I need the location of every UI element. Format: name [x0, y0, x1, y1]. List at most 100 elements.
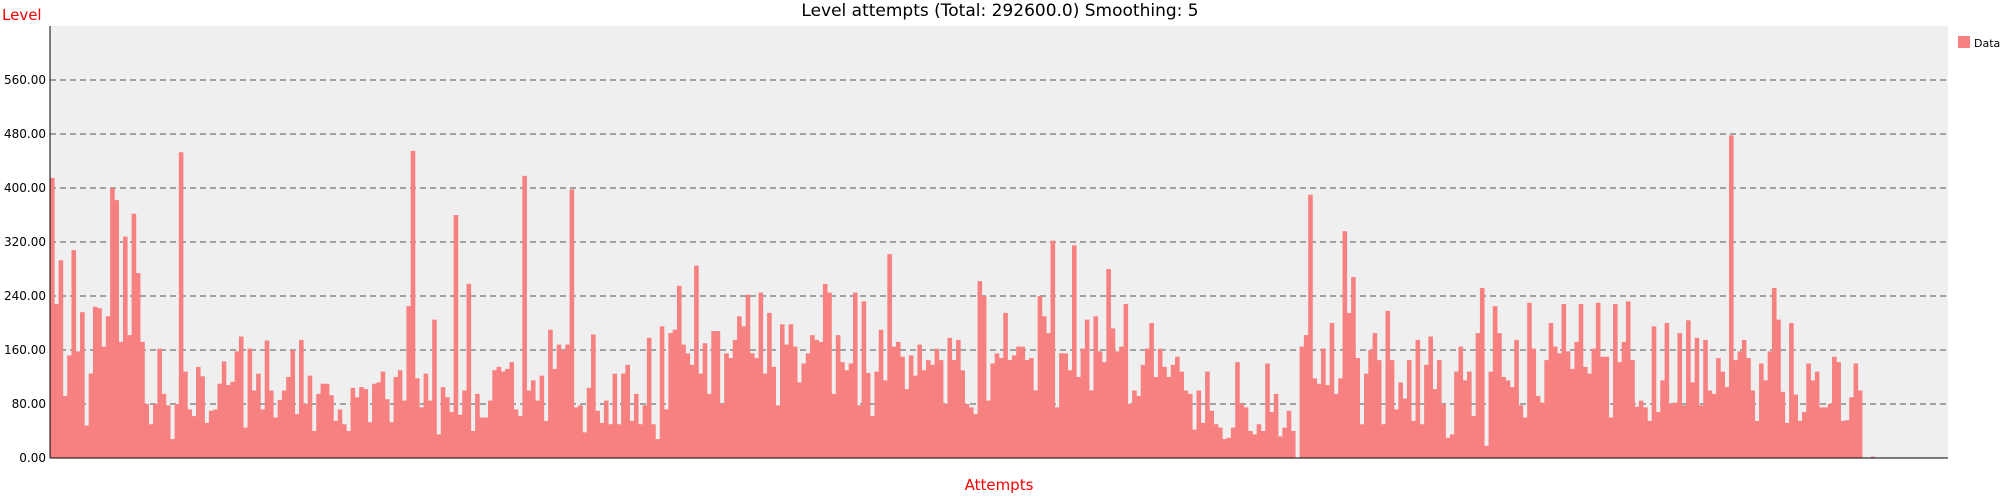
bar [1106, 269, 1111, 458]
bar [277, 399, 283, 458]
bar [857, 405, 862, 458]
bar [848, 363, 854, 458]
bar [1368, 350, 1373, 458]
bar [1617, 362, 1622, 458]
bar [1235, 362, 1240, 458]
bar [1832, 356, 1837, 458]
bar [1162, 366, 1167, 459]
bar [1638, 400, 1644, 459]
bar [453, 215, 459, 458]
bar [1179, 371, 1184, 458]
bar [1621, 341, 1627, 458]
bar [1170, 364, 1176, 458]
bar [1067, 370, 1073, 458]
bar [1741, 339, 1747, 459]
bar [827, 292, 832, 459]
bar [462, 390, 467, 458]
bar [1857, 390, 1863, 458]
bar [561, 350, 566, 458]
bar [449, 412, 454, 458]
bar [127, 335, 132, 458]
bar [1183, 390, 1189, 458]
bar [801, 363, 807, 458]
y-tick-label: 480.00 [4, 127, 46, 141]
bar [853, 292, 858, 459]
bar [397, 370, 403, 458]
y-tick-label: 160.00 [4, 343, 46, 357]
bar [1677, 333, 1683, 459]
bar [1029, 358, 1034, 458]
bar [1351, 277, 1356, 458]
bar [865, 372, 871, 458]
bar [281, 390, 287, 458]
bar [900, 356, 905, 458]
bar [1479, 287, 1485, 458]
bar [737, 316, 742, 458]
bar [1187, 393, 1193, 459]
bar [874, 371, 880, 458]
bar [1312, 378, 1318, 458]
bar [415, 378, 420, 458]
bar [586, 387, 592, 458]
bar [904, 389, 910, 458]
bar [131, 213, 137, 458]
bar [999, 358, 1004, 458]
bar [719, 404, 725, 458]
bar [367, 422, 373, 458]
bar [835, 335, 841, 458]
bar [238, 336, 244, 458]
bar [981, 296, 987, 458]
bar [689, 364, 695, 458]
bar [402, 400, 407, 459]
bar [1205, 371, 1210, 458]
bar [1544, 360, 1549, 459]
bar [956, 339, 961, 459]
bar [1510, 387, 1515, 459]
bar [908, 355, 914, 458]
bar [1570, 368, 1575, 458]
bar [1647, 420, 1652, 459]
bar [1497, 333, 1502, 459]
bar [926, 360, 931, 459]
bar [269, 390, 274, 458]
bar [148, 424, 154, 458]
bar [1759, 363, 1764, 458]
bar [1505, 380, 1511, 459]
bar [1613, 304, 1618, 458]
bar [496, 366, 502, 459]
bar [1089, 390, 1094, 458]
bar [1475, 333, 1481, 459]
bar [1703, 339, 1708, 459]
bar [1376, 360, 1382, 459]
bar [522, 175, 527, 458]
legend-swatch [1958, 36, 1970, 48]
bar [187, 409, 192, 458]
bar [724, 353, 729, 459]
bar [990, 363, 995, 458]
bar [1260, 431, 1266, 458]
bar [1746, 358, 1751, 458]
bar [1557, 353, 1562, 459]
bar [1716, 358, 1721, 458]
bar [316, 393, 321, 459]
bar [878, 329, 884, 458]
bar [75, 351, 81, 458]
bar [196, 366, 201, 459]
bar [363, 389, 369, 458]
y-axis-label: Level [2, 6, 42, 24]
bar [1011, 355, 1017, 458]
bar [333, 420, 338, 459]
bar [1720, 371, 1725, 458]
bar [84, 425, 89, 458]
bar [1492, 306, 1498, 459]
bar [114, 200, 119, 458]
bar [475, 393, 480, 459]
bar [307, 375, 313, 458]
bar [359, 387, 364, 459]
bar [1535, 395, 1541, 458]
bar [1046, 333, 1051, 459]
bar [1664, 323, 1670, 458]
bar [230, 381, 235, 458]
y-tick-label: 80.00 [12, 397, 46, 411]
